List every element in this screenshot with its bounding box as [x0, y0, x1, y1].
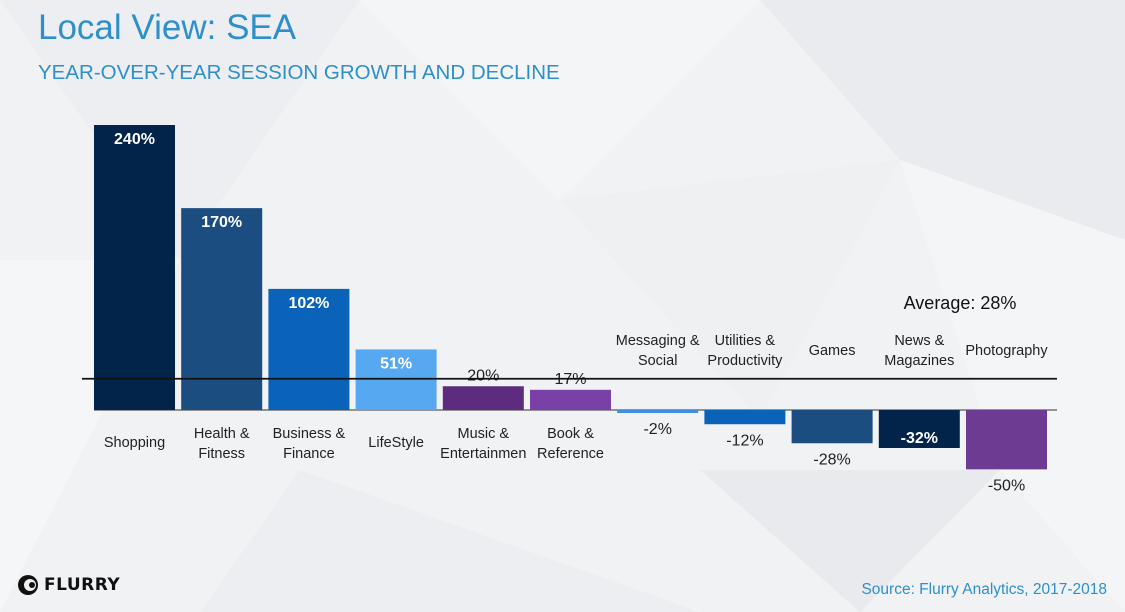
flurry-logo-icon: [18, 575, 38, 595]
bar-value-label: -2%: [643, 421, 671, 438]
bar: [94, 125, 175, 410]
bar: [355, 349, 437, 410]
bar: [704, 410, 786, 425]
bar: [530, 389, 611, 410]
bar-value-label: 102%: [288, 295, 329, 312]
bar-value-label: -12%: [726, 432, 763, 449]
page-title: Local View: SEA: [38, 8, 297, 47]
category-label: News & Magazines: [884, 333, 954, 369]
bar-value-label: 20%: [467, 367, 499, 384]
bar: [966, 410, 1047, 470]
category-label: Games: [809, 343, 856, 359]
category-label: Shopping: [104, 435, 165, 451]
bar-value-label: -50%: [988, 477, 1025, 494]
category-label: Utilities & Productivity: [707, 333, 783, 369]
category-label: Messaging & Social: [616, 333, 700, 369]
category-label: Music & Entertainmen: [440, 426, 526, 462]
category-label: Photography: [965, 343, 1048, 359]
flurry-logo: FLURRY: [17, 574, 120, 596]
bar: [442, 386, 524, 410]
bar-value-label: -28%: [813, 451, 850, 468]
bar: [268, 288, 350, 410]
category-label: Business & Finance: [273, 426, 346, 462]
category-label: Book & Reference: [537, 426, 604, 462]
average-label: Average: 28%: [904, 293, 1017, 313]
bar-value-label: 240%: [114, 131, 155, 148]
bar: [617, 410, 699, 413]
category-label: LifeStyle: [368, 435, 424, 451]
bar-value-label: 170%: [201, 214, 242, 231]
source-note: Source: Flurry Analytics, 2017-2018: [861, 581, 1107, 598]
page-subtitle: YEAR-OVER-YEAR SESSION GROWTH AND DECLIN…: [38, 61, 560, 84]
bar-value-label: -32%: [901, 430, 938, 447]
bar-value-label: 51%: [380, 355, 412, 372]
flurry-logo-text: FLURRY: [44, 575, 121, 595]
bar: [791, 410, 873, 444]
bar: [878, 410, 960, 448]
bar: [181, 208, 263, 410]
category-label: Health & Fitness: [194, 426, 250, 462]
